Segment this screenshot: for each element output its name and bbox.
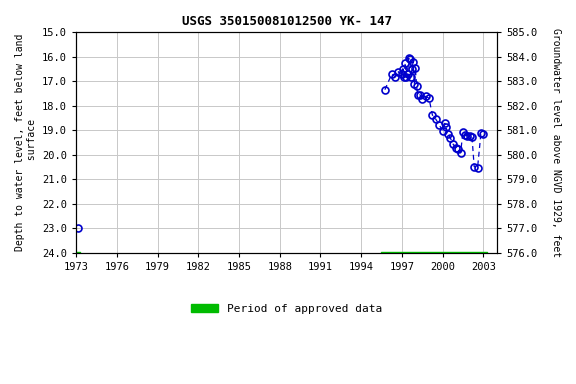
Y-axis label: Groundwater level above NGVD 1929, feet: Groundwater level above NGVD 1929, feet xyxy=(551,28,561,257)
Legend: Period of approved data: Period of approved data xyxy=(186,299,387,318)
Title: USGS 350150081012500 YK- 147: USGS 350150081012500 YK- 147 xyxy=(181,15,392,28)
Y-axis label: Depth to water level, feet below land
 surface: Depth to water level, feet below land su… xyxy=(15,34,37,251)
